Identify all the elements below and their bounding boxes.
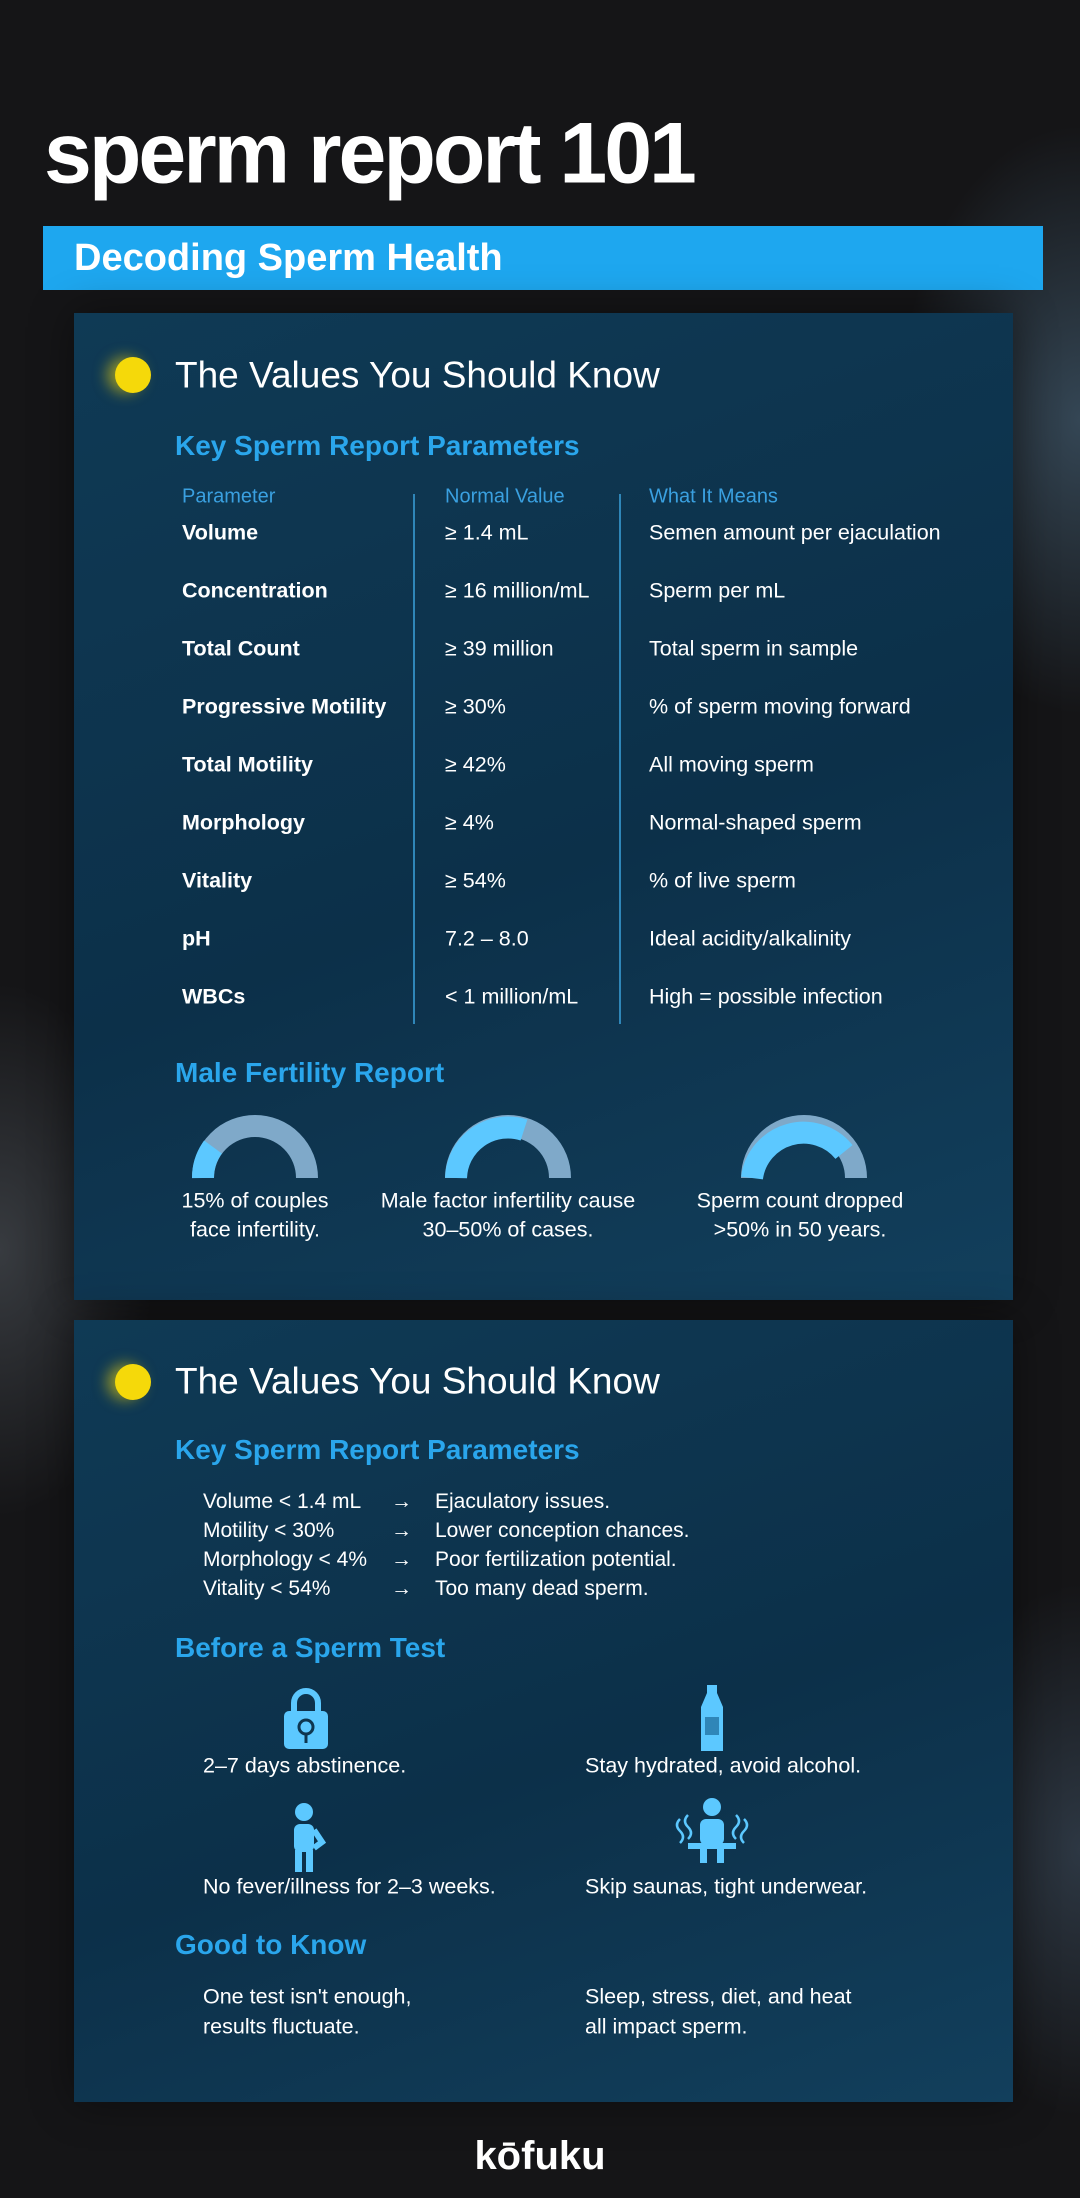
fact-text: 30–50% of cases. (422, 1217, 594, 1242)
parameter: Concentration (182, 578, 328, 603)
threshold-text: Poor fertilization potential. (435, 1547, 677, 1571)
section-heading: The Values You Should Know (175, 354, 660, 396)
lock-icon (284, 1688, 328, 1749)
parameter: Volume (182, 520, 259, 545)
parameter: Morphology (182, 810, 306, 835)
title: sperm report 101 (44, 105, 697, 202)
parameter: pH (182, 926, 211, 951)
sick-person-icon (294, 1803, 327, 1872)
arrow: → (391, 1576, 412, 1600)
column-divider (413, 494, 415, 1024)
normal-value: ≥ 1.4 mL (445, 520, 529, 545)
normal-value: ≥ 39 million (445, 636, 554, 661)
meaning: Sperm per mL (649, 578, 786, 603)
parameter: Total Count (182, 636, 300, 661)
note: One test isn't enough, (203, 1984, 412, 2009)
gauge (445, 1115, 571, 1179)
panel (74, 1320, 1013, 2102)
fact-text: Sperm count dropped (696, 1188, 904, 1213)
normal-value: ≥ 4% (445, 810, 494, 835)
parameter: Vitality (182, 868, 253, 893)
fact-text: 15% of couples (181, 1188, 329, 1213)
meaning: All moving sperm (649, 752, 814, 777)
tip: No fever/illness for 2–3 weeks. (203, 1874, 496, 1899)
column-header: What It Means (649, 485, 778, 508)
threshold-text: Motility < 30% (203, 1518, 335, 1542)
subheading: Key Sperm Report Parameters (175, 429, 580, 461)
meaning: Semen amount per ejaculation (649, 520, 941, 545)
subtitle-bar (43, 226, 1043, 290)
gauge (741, 1115, 867, 1180)
subheading: Before a Sperm Test (175, 1631, 446, 1663)
bottle-icon (701, 1685, 723, 1751)
arrow: → (391, 1518, 412, 1542)
fact-text: >50% in 50 years. (713, 1217, 887, 1242)
subheading: Good to Know (175, 1928, 367, 1960)
meaning: % of sperm moving forward (649, 694, 911, 719)
threshold-text: Morphology < 4% (203, 1547, 368, 1571)
meaning: Normal-shaped sperm (649, 810, 862, 835)
normal-value: ≥ 54% (445, 868, 506, 893)
normal-value: ≥ 30% (445, 694, 506, 719)
subtitle: Decoding Sperm Health (74, 237, 503, 280)
normal-value: < 1 million/mL (445, 984, 579, 1009)
fact-text: face infertility. (190, 1217, 320, 1242)
column-header: Parameter (182, 485, 276, 508)
threshold-text: Too many dead sperm. (435, 1576, 649, 1600)
threshold-text: Ejaculatory issues. (435, 1489, 611, 1513)
subheading: Male Fertility Report (175, 1056, 445, 1088)
sauna-icon (675, 1798, 749, 1863)
gauge (192, 1115, 318, 1179)
normal-value: ≥ 16 million/mL (445, 578, 590, 603)
sun-icon (115, 1364, 151, 1400)
parameter: Total Motility (182, 752, 313, 777)
meaning: Total sperm in sample (649, 636, 859, 661)
threshold-text: Volume < 1.4 mL (203, 1489, 362, 1513)
tip: Skip saunas, tight underwear. (585, 1874, 868, 1899)
note: Sleep, stress, diet, and heat (585, 1984, 852, 2009)
parameter: Progressive Motility (182, 694, 387, 719)
brand-logo: kōfuku (474, 2134, 606, 2178)
note: all impact sperm. (585, 2014, 748, 2039)
arrow: → (391, 1489, 412, 1513)
sun-icon (115, 357, 151, 393)
subheading: Key Sperm Report Parameters (175, 1433, 580, 1465)
normal-value: ≥ 42% (445, 752, 506, 777)
tip: 2–7 days abstinence. (203, 1753, 407, 1778)
meaning: High = possible infection (649, 984, 883, 1009)
normal-value: 7.2 – 8.0 (445, 926, 529, 951)
threshold-text: Lower conception chances. (435, 1518, 690, 1542)
threshold-text: Vitality < 54% (203, 1576, 331, 1600)
parameter: WBCs (182, 984, 246, 1009)
arrow: → (391, 1547, 412, 1571)
meaning: Ideal acidity/alkalinity (649, 926, 851, 951)
meaning: % of live sperm (649, 868, 796, 893)
fact-text: Male factor infertility cause (380, 1188, 636, 1213)
column-divider (619, 494, 621, 1024)
column-header: Normal Value (445, 485, 565, 508)
section-heading: The Values You Should Know (175, 1360, 660, 1402)
note: results fluctuate. (203, 2014, 360, 2039)
tip: Stay hydrated, avoid alcohol. (585, 1753, 862, 1778)
